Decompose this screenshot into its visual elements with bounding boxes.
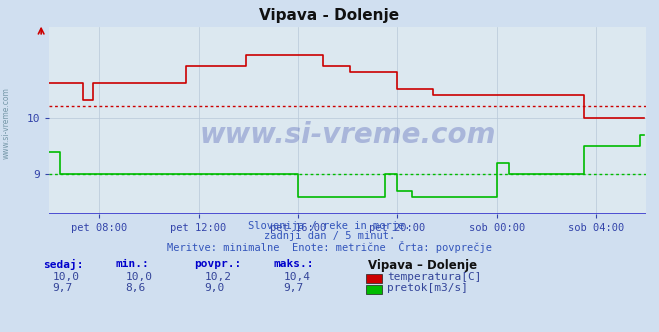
Text: www.si-vreme.com: www.si-vreme.com	[200, 122, 496, 149]
Text: Meritve: minimalne  Enote: metrične  Črta: povprečje: Meritve: minimalne Enote: metrične Črta:…	[167, 241, 492, 253]
Text: zadnji dan / 5 minut.: zadnji dan / 5 minut.	[264, 231, 395, 241]
Text: 9,7: 9,7	[283, 283, 304, 293]
Text: pretok[m3/s]: pretok[m3/s]	[387, 283, 469, 293]
Text: 10,0: 10,0	[53, 272, 80, 282]
Text: 9,0: 9,0	[204, 283, 225, 293]
Text: min.:: min.:	[115, 259, 149, 269]
Text: temperatura[C]: temperatura[C]	[387, 272, 482, 282]
Text: Slovenija / reke in morje.: Slovenija / reke in morje.	[248, 221, 411, 231]
Text: Vipava - Dolenje: Vipava - Dolenje	[260, 8, 399, 23]
Text: Vipava – Dolenje: Vipava – Dolenje	[368, 259, 477, 272]
Text: www.si-vreme.com: www.si-vreme.com	[2, 87, 11, 159]
Text: 10,0: 10,0	[125, 272, 152, 282]
Text: maks.:: maks.:	[273, 259, 314, 269]
Text: 8,6: 8,6	[125, 283, 146, 293]
Text: sedaj:: sedaj:	[43, 259, 83, 270]
Text: 9,7: 9,7	[53, 283, 73, 293]
Text: 10,4: 10,4	[283, 272, 310, 282]
Text: 10,2: 10,2	[204, 272, 231, 282]
Text: povpr.:: povpr.:	[194, 259, 242, 269]
